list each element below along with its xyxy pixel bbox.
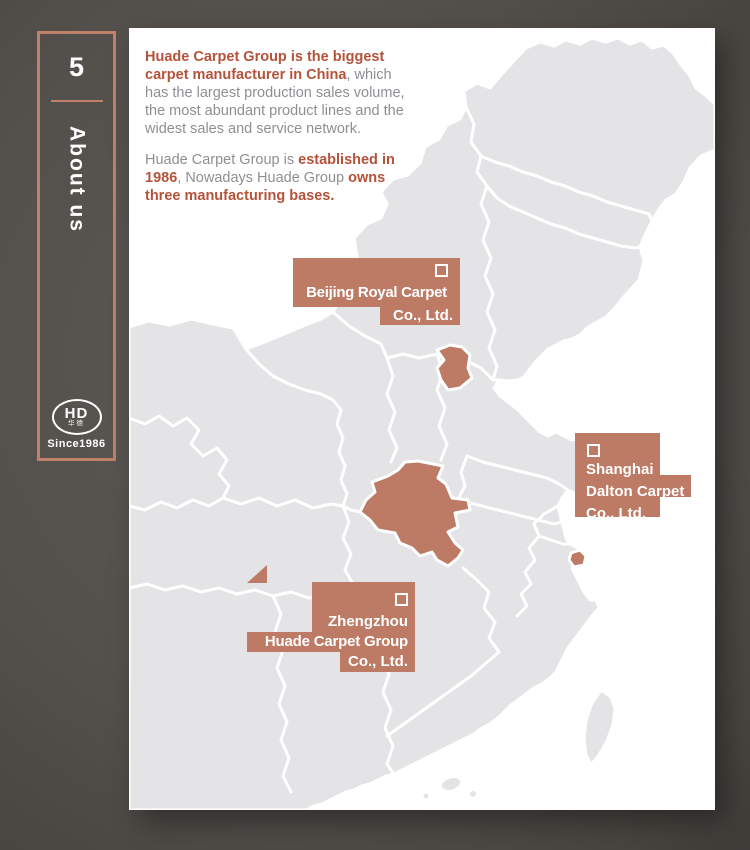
zhengzhou-callout-box2 (247, 632, 415, 652)
logo-initials: HD (64, 405, 89, 422)
zhengzhou-callout-pointer (247, 565, 267, 583)
logo-chinese-text: 华德 (68, 420, 85, 427)
beijing-callout-line2: Co., Ltd. (393, 307, 453, 324)
intro-p2-mid: , Nowadays Huade Group (177, 170, 349, 186)
shanghai-callout: Shanghai Dalton Carpet Co., Ltd. (575, 433, 693, 568)
intro-paragraph-1: Huade Carpet Group is the biggest carpet… (145, 48, 415, 138)
intro-p1-rest: , which has the largest production sales… (145, 67, 405, 137)
coastal-island (420, 790, 432, 802)
logo-since-text: Since1986 (47, 438, 106, 450)
intro-p2-bold2: owns three manufacturing bases (145, 170, 386, 204)
zhengzhou-callout-line2: Huade Carpet Group (264, 633, 408, 650)
square-marker-icon (395, 593, 408, 606)
zhengzhou-callout-line3: Co., Ltd. (348, 653, 408, 670)
taiwan-island (582, 688, 617, 767)
shanghai-callout-box2 (660, 475, 691, 497)
page-number: 5 (68, 52, 85, 82)
shanghai-callout-line2: Dalton Carpet (586, 483, 685, 500)
coastal-island (467, 788, 479, 800)
square-marker-icon (587, 444, 600, 457)
zhengzhou-callout-line1: Zhengzhou (328, 613, 408, 630)
henan-highlight (358, 459, 472, 568)
beijing-highlight (435, 343, 474, 392)
zhengzhou-callout: Zhengzhou Huade Carpet Group Co., Ltd. (247, 565, 419, 673)
intro-p2-tail: . (330, 188, 335, 204)
intro-p2-bold1: established in 1986 (145, 152, 395, 186)
square-marker-icon (435, 264, 448, 277)
shanghai-callout-text: Shanghai Dalton Carpet Co., Ltd. (586, 459, 684, 525)
shanghai-callout-line3: Co., Ltd. (586, 505, 646, 522)
beijing-callout-box (293, 258, 460, 307)
shanghai-callout-box (575, 433, 660, 517)
zhengzhou-callout-box3 (340, 652, 415, 672)
intro-p1-bold: Huade Carpet Group is the biggest carpet… (145, 49, 385, 83)
logo-oval-icon: HD 华德 (51, 399, 102, 435)
beijing-callout-box2 (380, 307, 460, 325)
sidebar-divider (50, 100, 103, 102)
coastal-island (438, 775, 464, 793)
section-title: About us (65, 126, 89, 233)
intro-text: Huade Carpet Group is the biggest carpet… (145, 48, 415, 205)
section-title-wrap: About us (40, 126, 113, 233)
province-borders (129, 105, 654, 794)
page-panel: Huade Carpet Group is the biggest carpet… (129, 28, 715, 810)
china-map-svg (129, 36, 715, 810)
company-logo: HD 华德 Since1986 (40, 399, 113, 450)
zhengzhou-callout-box (312, 582, 415, 632)
sidebar-tab: 5 About us HD 华德 Since1986 (37, 31, 116, 461)
shanghai-callout-line1: Shanghai (586, 461, 654, 478)
intro-paragraph-2: Huade Carpet Group is established in 198… (145, 151, 415, 205)
intro-p2-lead: Huade Carpet Group is (145, 152, 299, 168)
shanghai-highlight (567, 548, 588, 569)
beijing-callout-line1: Beijing Royal Carpet (306, 284, 447, 301)
beijing-callout: Beijing Royal Carpet Co., Ltd. (293, 258, 465, 354)
